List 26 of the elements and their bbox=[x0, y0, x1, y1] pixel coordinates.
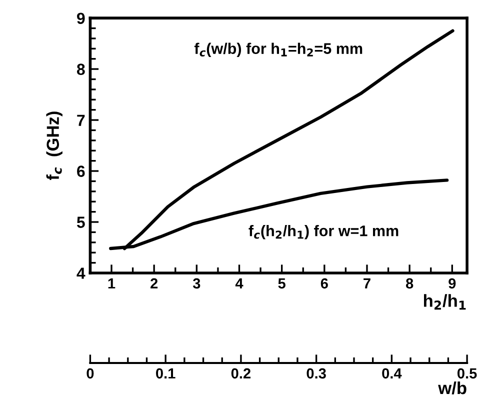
y-tick-label: 5 bbox=[76, 216, 85, 228]
y-tick-label: 4 bbox=[76, 268, 86, 279]
x-tick-label: 9 bbox=[448, 278, 456, 289]
x-axis-title: h$_{2}$/h$_{1}$ bbox=[424, 294, 466, 310]
x-tick-label: 5 bbox=[278, 278, 286, 289]
x-tick-label: 6 bbox=[320, 278, 328, 289]
x2-tick-label: 0.1 bbox=[156, 368, 176, 379]
x-tick-label: 1 bbox=[108, 278, 116, 288]
x2-axis-title: w/b bbox=[438, 381, 466, 394]
x-tick-label: 7 bbox=[364, 278, 370, 288]
x2-tick-label: 0.2 bbox=[231, 368, 250, 379]
annotation: f$_{c}$(h$_{2}$/h$_{1}$) for w=1 mm bbox=[248, 225, 398, 240]
y-tick-label: 7 bbox=[77, 114, 85, 126]
annotation: f$_{c}$(w/b) for h$_{1}$=h$_{2}$=5 mm bbox=[194, 42, 362, 57]
y-tick-label: 6 bbox=[77, 166, 85, 177]
x-tick-label: 4 bbox=[235, 278, 244, 288]
x2-tick-label: 0 bbox=[86, 368, 94, 379]
y-tick-label: 9 bbox=[77, 12, 85, 24]
x-tick-label: 3 bbox=[192, 278, 200, 289]
x2-tick-label: 0.3 bbox=[306, 368, 326, 379]
x2-tick-label: 0.4 bbox=[382, 368, 402, 379]
x2-tick-label: 0.5 bbox=[457, 368, 477, 379]
y-axis-title: f$_{c}$ (GHz) bbox=[46, 112, 62, 180]
x-tick-label: 8 bbox=[406, 278, 414, 289]
x-tick-label: 2 bbox=[150, 278, 158, 288]
y-tick-label: 8 bbox=[76, 64, 85, 75]
